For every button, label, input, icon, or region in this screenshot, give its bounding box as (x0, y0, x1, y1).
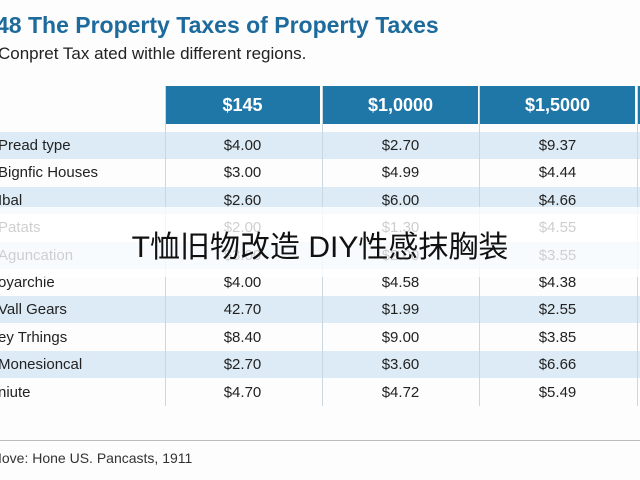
cell-value: $8.40 (223, 328, 262, 346)
row-label: Bignfic Houses (0, 164, 99, 182)
cell-value: $9.37 (538, 137, 577, 154)
row-label: Monesioncal (0, 356, 83, 374)
table-row: ey Trhings $8.40 $9.00 $3.85 (0, 324, 640, 351)
cell-value: $1.99 (381, 301, 420, 319)
cell-value: $4.38 (538, 274, 577, 291)
column-header: $1,0000 (323, 86, 478, 124)
table-row: Bignfic Houses $3.00 $4.99 $4.44 (0, 159, 640, 186)
cell-value: $4.00 (223, 274, 262, 291)
column-header: $145 (165, 86, 320, 124)
row-label: Pread type (0, 137, 71, 154)
cell-value: $2.55 (538, 301, 577, 319)
cell-value: $3.60 (381, 356, 420, 374)
table-row: niute $4.70 $4.72 $5.49 (0, 379, 640, 406)
cell-value: $2.60 (223, 191, 262, 209)
row-label: oyarchie (0, 274, 55, 291)
cell-value: $3.85 (538, 328, 577, 346)
cell-value: $4.70 (223, 383, 262, 401)
row-label: Vall Gears (0, 301, 67, 319)
table-row: Monesioncal $2.70 $3.60 $6.66 (0, 351, 640, 379)
cell-value: $3.00 (223, 164, 262, 182)
column-header: $1,5000 (480, 86, 635, 124)
cell-value: 42.70 (223, 301, 262, 319)
cell-value: $4.44 (538, 164, 577, 182)
cell-value: $4.66 (538, 191, 577, 209)
cell-value: $4.72 (381, 383, 420, 401)
cell-value: $5.49 (538, 383, 577, 401)
cell-value: $6.00 (381, 191, 420, 209)
cell-value: $2.70 (223, 356, 262, 374)
column-header-partial (638, 86, 640, 124)
table-row: oyarchie $4.00 $4.58 $4.38 (0, 269, 640, 296)
row-label: niute (0, 383, 31, 401)
footer: Iove: Hone US. Pancasts, 1911 (0, 450, 193, 466)
footer-rule (0, 440, 640, 441)
row-label: ey Trhings (0, 328, 68, 346)
cell-value: $9.00 (381, 328, 420, 346)
row-label: Ibal (0, 191, 23, 209)
cell-value: $4.99 (381, 164, 420, 182)
cell-value: $2.70 (381, 137, 420, 154)
cell-value: $6.66 (538, 356, 577, 374)
overlay-band (0, 207, 640, 277)
title: 48 The Property Taxes of Property Taxes (0, 12, 439, 38)
cell-value: $4.58 (381, 274, 420, 291)
table-row: Vall Gears 42.70 $1.99 $2.55 (0, 296, 640, 324)
table-row: Pread type $4.00 $2.70 $9.37 (0, 132, 640, 159)
overlay-text: T恤旧物改造 DIY性感抹胸装 (131, 231, 509, 264)
cell-value: $4.00 (223, 137, 262, 154)
subtitle: Conpret Tax ated withle different region… (0, 44, 307, 63)
